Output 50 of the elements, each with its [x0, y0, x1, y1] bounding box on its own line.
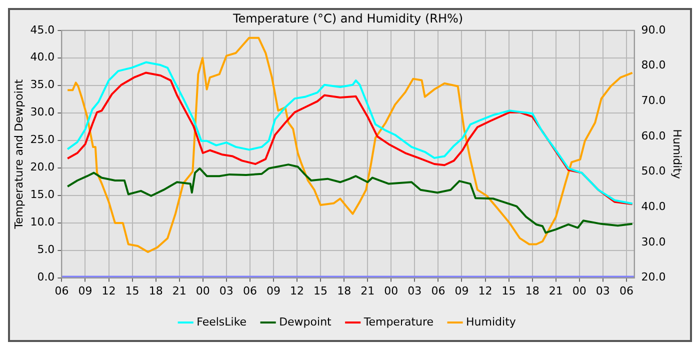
x-tick-label: 15 [502, 284, 516, 298]
y-tick-label: 10.0 [30, 216, 55, 229]
y2-tick-label: 80.0 [641, 58, 666, 72]
y2-tick-label: 30.0 [641, 235, 666, 248]
x-tick-label: 09 [266, 284, 280, 298]
x-tick-label: 21 [548, 284, 563, 298]
y-tick-label: 30.0 [30, 106, 55, 119]
x-tick-label: 03 [219, 284, 234, 298]
y2-tick-label: 90.0 [641, 23, 666, 36]
y2-axis-title: Humidity [670, 129, 684, 180]
legend-label: Humidity [466, 315, 516, 328]
legend-label: Dewpoint [279, 315, 332, 328]
y-tick-label: 25.0 [30, 133, 55, 146]
x-tick-label: 06 [54, 284, 69, 298]
y2-tick-label: 40.0 [641, 200, 666, 213]
y-tick-label: 45.0 [30, 23, 55, 36]
x-tick-label: 15 [314, 284, 328, 298]
x-tick-label: 21 [360, 284, 375, 298]
x-tick-label: 03 [408, 284, 422, 298]
y-tick-label: 40.0 [30, 50, 55, 64]
y-tick-label: 35.0 [30, 78, 55, 92]
y-tick-label: 15.0 [30, 188, 55, 202]
chart-title: Temperature (°C) and Humidity (RH%) [232, 11, 464, 26]
x-tick-label: 00 [384, 284, 398, 298]
y-tick-label: 20.0 [30, 160, 55, 174]
legend-label: FeelsLike [196, 315, 247, 328]
x-tick-label: 00 [196, 284, 210, 298]
y2-tick-label: 20.0 [641, 270, 666, 284]
x-tick-label: 18 [148, 284, 163, 298]
x-tick-label: 21 [172, 284, 186, 298]
x-tick-label: 06 [619, 284, 634, 298]
x-tick-label: 03 [596, 284, 610, 298]
y-axis-title: Temperature and Dewpoint [12, 78, 26, 230]
x-tick-label: 06 [431, 284, 446, 298]
x-tick-label: 18 [337, 284, 352, 298]
x-tick-label: 12 [478, 284, 492, 298]
legend-label: Temperature [362, 315, 434, 328]
y-tick-label: 0.0 [37, 270, 55, 284]
x-tick-label: 18 [525, 284, 540, 298]
x-tick-label: 00 [572, 284, 586, 298]
x-tick-label: 09 [454, 284, 469, 298]
y2-tick-label: 50.0 [641, 164, 666, 178]
y-tick-label: 5.0 [37, 243, 55, 256]
y2-tick-label: 60.0 [641, 129, 666, 142]
x-tick-label: 06 [242, 284, 257, 298]
x-tick-label: 12 [290, 284, 304, 298]
y2-tick-label: 70.0 [641, 94, 666, 107]
x-tick-label: 15 [125, 284, 140, 298]
x-tick-label: 12 [102, 284, 116, 298]
x-tick-label: 09 [78, 284, 92, 298]
